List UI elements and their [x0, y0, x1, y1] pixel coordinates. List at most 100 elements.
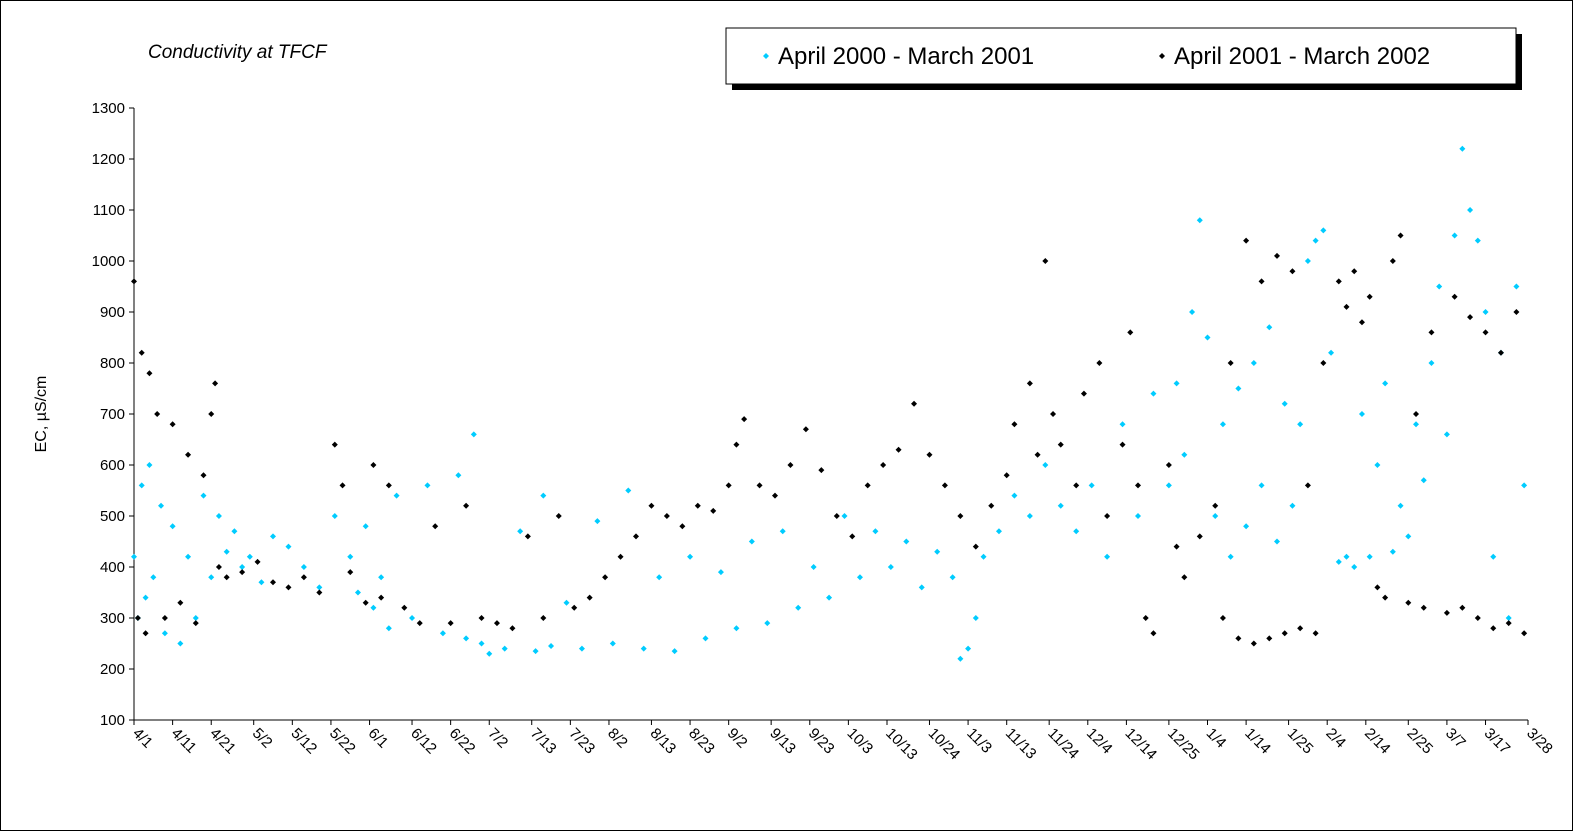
y-axis-label: EC, µS/cm — [33, 376, 50, 453]
data-point — [795, 604, 802, 611]
data-point — [270, 533, 277, 540]
data-point — [1227, 360, 1234, 366]
data-point — [1351, 564, 1358, 570]
data-point — [1134, 513, 1141, 519]
data-point — [1289, 502, 1296, 509]
data-point — [1281, 630, 1288, 637]
data-point — [331, 441, 338, 448]
data-point — [1026, 513, 1033, 519]
data-point — [540, 492, 547, 499]
data-point — [424, 482, 431, 489]
data-point — [625, 487, 632, 494]
data-point — [1436, 283, 1443, 290]
data-point — [1258, 278, 1265, 285]
data-point — [331, 513, 338, 519]
data-point — [965, 645, 972, 652]
data-point — [239, 564, 246, 570]
data-point — [154, 411, 161, 417]
data-point — [1513, 309, 1520, 315]
y-tick-label: 400 — [100, 559, 125, 576]
data-point — [1420, 477, 1427, 484]
data-point — [1490, 625, 1497, 632]
data-point — [1266, 324, 1273, 331]
data-point — [1274, 538, 1281, 545]
data-point — [208, 574, 215, 581]
data-point — [1057, 502, 1064, 509]
data-point — [258, 579, 265, 586]
data-point — [988, 502, 995, 509]
data-point — [1104, 553, 1111, 560]
data-point — [640, 645, 647, 652]
data-point — [212, 380, 219, 387]
data-point — [378, 574, 385, 581]
data-point — [158, 502, 165, 509]
data-point — [200, 472, 207, 479]
data-point — [385, 482, 392, 489]
data-point — [470, 431, 477, 438]
data-point — [980, 553, 987, 560]
data-point — [239, 569, 246, 576]
data-point — [1389, 548, 1396, 555]
data-point — [1312, 237, 1319, 244]
data-point — [1250, 640, 1257, 647]
data-point — [142, 594, 149, 601]
data-point — [1134, 482, 1141, 489]
data-point — [687, 553, 694, 560]
data-point — [285, 584, 292, 591]
data-point — [594, 518, 601, 525]
data-point — [648, 502, 655, 509]
data-point — [532, 648, 539, 655]
data-point — [872, 528, 879, 535]
data-point — [1405, 533, 1412, 540]
data-point — [185, 451, 192, 458]
data-point — [1042, 258, 1049, 264]
data-point — [602, 574, 609, 581]
data-point — [578, 645, 585, 652]
data-point — [1389, 258, 1396, 264]
data-point — [880, 462, 887, 468]
y-tick-label: 1000 — [92, 253, 125, 270]
data-point — [818, 467, 825, 474]
data-point — [316, 584, 323, 591]
data-point — [200, 492, 207, 499]
data-point — [1204, 334, 1211, 341]
data-point — [370, 462, 377, 468]
data-point — [362, 523, 369, 530]
data-point — [679, 523, 686, 530]
y-tick-label: 800 — [100, 355, 125, 372]
data-point — [146, 370, 153, 377]
data-point — [493, 620, 500, 627]
data-point — [1235, 385, 1242, 392]
data-point — [1413, 421, 1420, 428]
data-point — [810, 564, 817, 570]
data-point — [826, 594, 833, 601]
data-point — [1088, 482, 1095, 489]
data-point — [517, 528, 524, 535]
data-point — [1243, 237, 1250, 244]
data-point — [702, 635, 709, 642]
y-tick-label: 1300 — [92, 100, 125, 117]
data-point — [903, 538, 910, 545]
data-point — [285, 543, 292, 550]
data-point — [717, 569, 724, 576]
data-point — [1189, 309, 1196, 315]
data-point — [347, 569, 354, 576]
data-point — [347, 553, 354, 560]
data-point — [934, 548, 941, 555]
data-point — [1080, 390, 1087, 397]
data-point — [131, 278, 137, 285]
data-point — [741, 416, 748, 423]
y-tick-label: 200 — [100, 661, 125, 678]
data-point — [1358, 411, 1365, 417]
data-point — [1119, 441, 1126, 448]
data-point — [1050, 411, 1057, 417]
data-point — [1490, 553, 1497, 560]
data-point — [1150, 630, 1157, 637]
data-point — [1328, 349, 1335, 356]
data-point — [1150, 390, 1157, 397]
data-point — [223, 548, 230, 555]
data-point — [1227, 553, 1234, 560]
data-point — [663, 513, 670, 519]
